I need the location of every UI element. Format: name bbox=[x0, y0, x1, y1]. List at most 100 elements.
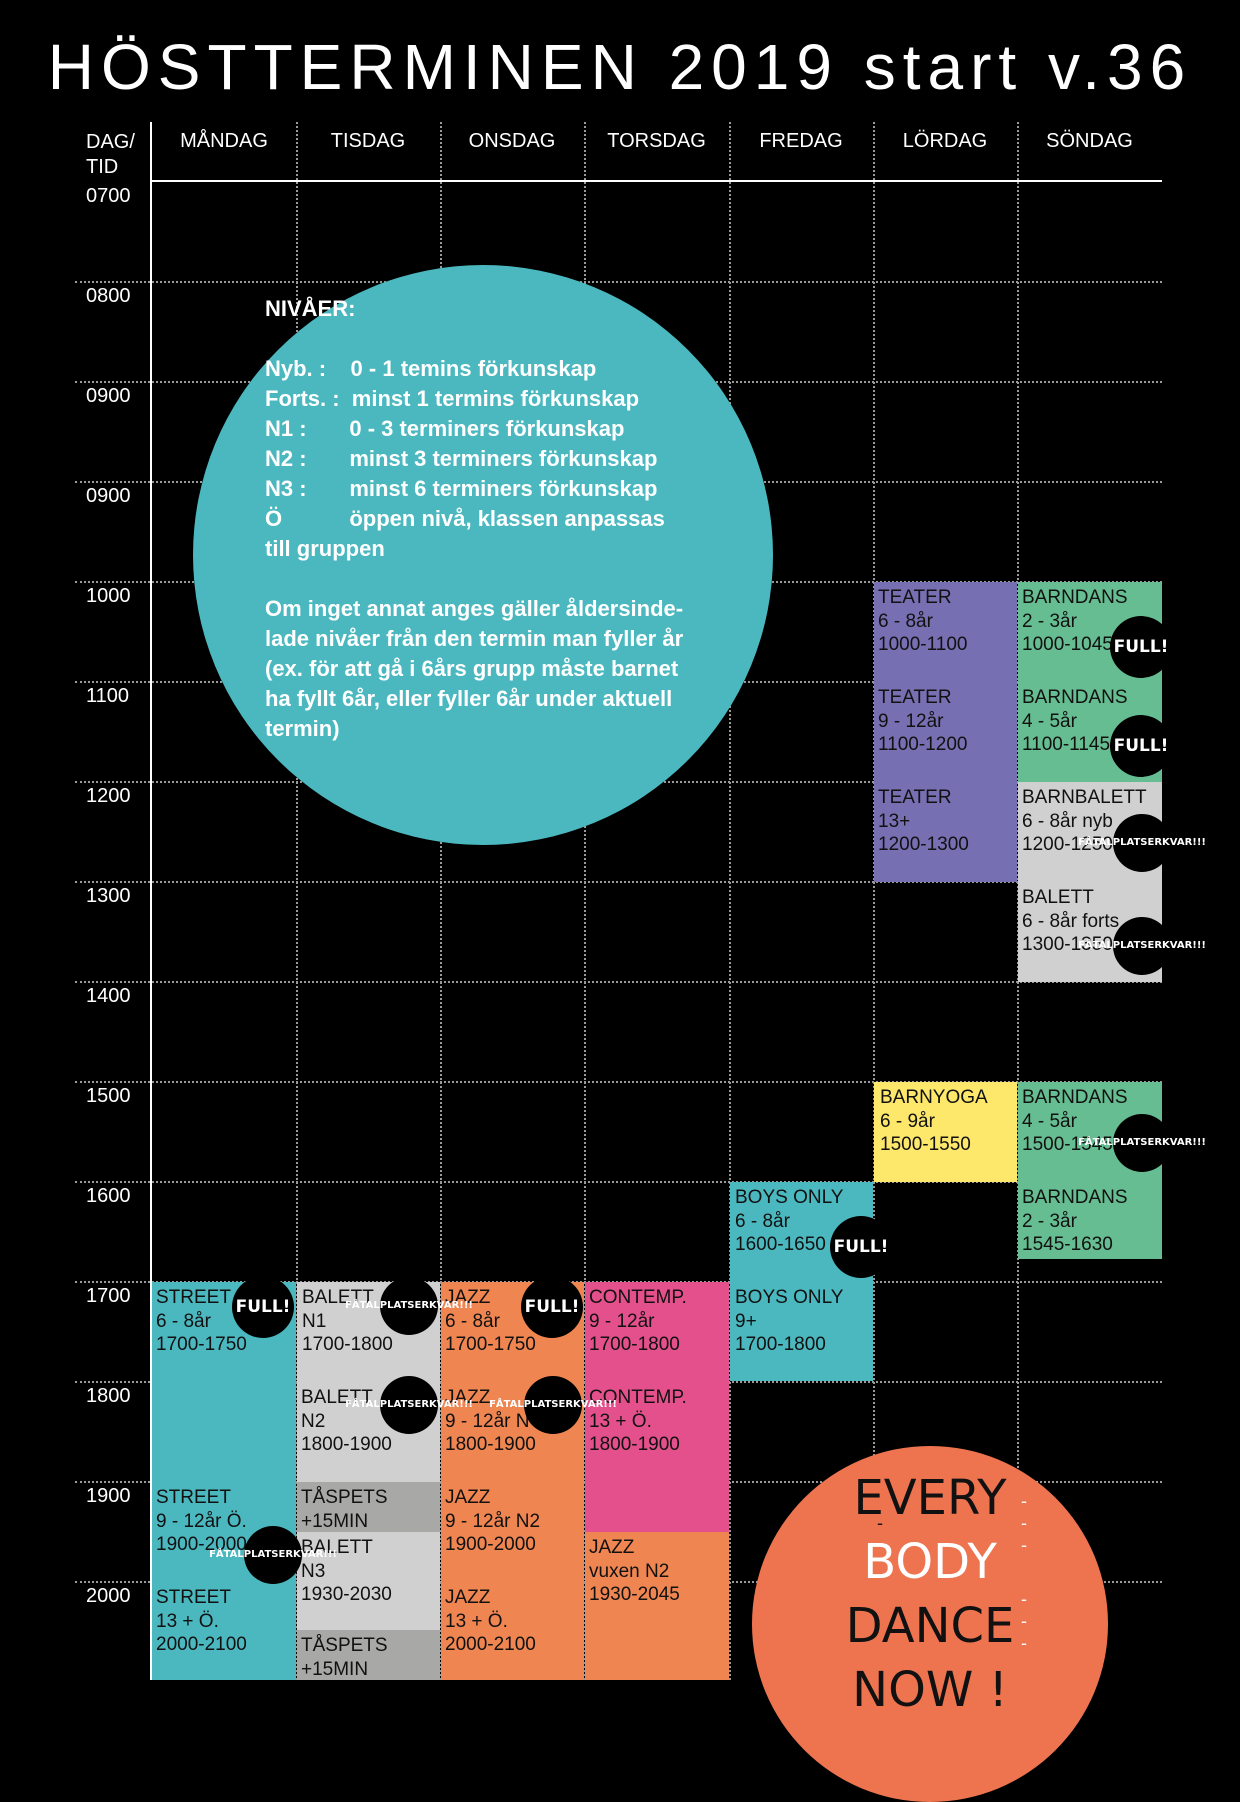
slogan-line: BODY bbox=[863, 1534, 997, 1590]
class-time: 1700-1750 bbox=[156, 1334, 247, 1355]
class-time: 1600-1650 bbox=[735, 1234, 826, 1255]
class-block[interactable]: CONTEMP. 9 - 12år 1700-1800 bbox=[585, 1282, 729, 1382]
class-time: 1930-2030 bbox=[301, 1584, 392, 1605]
slogan-line: EVERY bbox=[853, 1470, 1007, 1526]
class-name: BARNDANS bbox=[1022, 687, 1128, 708]
class-level: 13 + Ö. bbox=[589, 1410, 652, 1432]
class-block[interactable]: STREET 9 - 12år Ö. 1900-2000 bbox=[152, 1482, 296, 1582]
class-name: JAZZ bbox=[445, 1587, 491, 1608]
class-name: BARNBALETT bbox=[1022, 787, 1147, 808]
few-spots-badge: FÅTAL PLATSER KVAR!!! bbox=[1078, 1114, 1206, 1172]
class-time: 1930-2045 bbox=[589, 1584, 680, 1605]
class-block[interactable]: STREET 6 - 8år 1700-1750 bbox=[152, 1282, 296, 1382]
class-time: 2000-2100 bbox=[445, 1634, 536, 1655]
time-label: 1000 bbox=[86, 585, 131, 607]
class-level: N3 bbox=[301, 1560, 326, 1582]
class-name: JAZZ bbox=[445, 1387, 491, 1408]
class-time: 1800-1900 bbox=[301, 1434, 392, 1455]
class-block[interactable]: JAZZ 13 + Ö. 2000-2100 bbox=[441, 1582, 584, 1680]
few-spots-badge: FÅTAL PLATSER KVAR!!! bbox=[1078, 814, 1206, 872]
class-time: 1700-1800 bbox=[302, 1334, 393, 1355]
class-time: 1700-1800 bbox=[735, 1334, 826, 1355]
full-badge: FULL! bbox=[830, 1216, 892, 1278]
time-label: 1600 bbox=[86, 1185, 131, 1207]
dash-marker: - bbox=[877, 1513, 883, 1533]
class-level: 6 - 8år nyb bbox=[1022, 810, 1113, 832]
full-badge: FULL! bbox=[1110, 715, 1172, 777]
class-block[interactable]: TÅSPETS +15MIN bbox=[297, 1482, 440, 1532]
class-block[interactable]: TEATER 6 - 8år 1000-1100 bbox=[874, 582, 1017, 682]
class-level: 9 - 12år bbox=[878, 710, 944, 732]
class-name: TÅSPETS bbox=[301, 1487, 388, 1508]
class-block[interactable]: TÅSPETS +15MIN bbox=[297, 1630, 440, 1680]
day-header: ONSDAG bbox=[468, 130, 556, 152]
class-block[interactable]: BALETT N3 1930-2030 bbox=[297, 1532, 440, 1630]
class-name: TEATER bbox=[878, 687, 952, 708]
time-label: 1300 bbox=[86, 885, 131, 907]
class-block[interactable]: TEATER 9 - 12år 1100-1200 bbox=[874, 682, 1017, 782]
slogan-line: NOW ! bbox=[852, 1662, 1008, 1718]
class-block[interactable]: JAZZ 6 - 8år 1700-1750 bbox=[441, 1282, 584, 1382]
day-header: TISDAG bbox=[330, 130, 406, 152]
class-block[interactable]: BARNDANS 2 - 3år 1545-1630 bbox=[1018, 1182, 1162, 1259]
class-block[interactable]: BARNYOGA 6 - 9år 1500-1550 bbox=[874, 1082, 1017, 1182]
few-spots-badge: FÅTAL PLATSER KVAR!!! bbox=[489, 1376, 617, 1434]
class-level: 2 - 3år bbox=[1022, 1210, 1077, 1232]
day-header: FREDAG bbox=[759, 130, 843, 152]
class-name: JAZZ bbox=[445, 1487, 491, 1508]
column-divider bbox=[440, 122, 442, 1680]
class-level: N2 bbox=[301, 1410, 326, 1432]
full-badge: FULL! bbox=[521, 1276, 583, 1338]
class-level: 9 - 12år bbox=[589, 1310, 655, 1332]
class-block[interactable]: BALETT N2 1800-1900 bbox=[297, 1382, 440, 1482]
class-name: BOYS ONLY bbox=[735, 1187, 844, 1208]
class-level: N1 bbox=[302, 1310, 327, 1332]
corner-label-time: TID bbox=[86, 156, 119, 178]
class-level: 4 - 5år bbox=[1022, 710, 1077, 732]
dash-marker: - bbox=[1021, 1589, 1027, 1609]
class-block[interactable]: TEATER 13+ 1200-1300 bbox=[874, 782, 1017, 882]
class-name: BALETT bbox=[1022, 887, 1094, 908]
class-block[interactable]: BOYS ONLY 9+ 1700-1800 bbox=[730, 1282, 873, 1381]
day-header: LÖRDAG bbox=[902, 130, 988, 152]
class-name: BARNDANS bbox=[1022, 587, 1128, 608]
class-time: 1500-1545 bbox=[1022, 1134, 1113, 1155]
class-block[interactable]: JAZZ vuxen N2 1930-2045 bbox=[585, 1532, 729, 1680]
class-time: 1500-1550 bbox=[880, 1134, 971, 1155]
class-time: 1800-1900 bbox=[445, 1434, 536, 1455]
slogan-line: DANCE bbox=[845, 1598, 1015, 1654]
time-label: 0900 bbox=[86, 485, 131, 507]
full-badge: FULL! bbox=[1110, 616, 1172, 678]
page-title: HÖSTTERMINEN 2019 start v.36 bbox=[47, 31, 1193, 103]
class-time: 1100-1200 bbox=[878, 734, 968, 755]
time-label: 0700 bbox=[86, 185, 131, 207]
class-time: 1700-1750 bbox=[445, 1334, 536, 1355]
time-label: 2000 bbox=[86, 1585, 131, 1607]
few-spots-badge: FÅTAL PLATSER KVAR!!! bbox=[345, 1277, 473, 1335]
monday-column-fill bbox=[152, 1282, 296, 1680]
class-block[interactable]: JAZZ 9 - 12år N 1800-1900 bbox=[441, 1382, 584, 1482]
class-time: 1100-1145 bbox=[1022, 734, 1111, 755]
class-block[interactable]: JAZZ 9 - 12år N2 1900-2000 bbox=[441, 1482, 584, 1582]
class-name: STREET bbox=[156, 1287, 231, 1308]
class-time: 2000-2100 bbox=[156, 1634, 247, 1655]
day-header: SÖNDAG bbox=[1046, 130, 1133, 152]
time-label: 1400 bbox=[86, 985, 131, 1007]
column-divider bbox=[296, 122, 298, 1680]
class-block[interactable]: BALETT N1 1700-1800 bbox=[297, 1282, 440, 1382]
time-label: 1200 bbox=[86, 785, 131, 807]
class-name: BARNDANS bbox=[1022, 1087, 1128, 1108]
class-name: JAZZ bbox=[589, 1537, 635, 1558]
class-block[interactable]: CONTEMP. 13 + Ö. 1800-1900 bbox=[585, 1382, 729, 1532]
time-label: 1700 bbox=[86, 1285, 131, 1307]
slogan-text: EVERY BODY DANCE NOW ! bbox=[752, 1466, 1108, 1722]
row-divider bbox=[75, 881, 1162, 883]
class-level: 9 - 12år Ö. bbox=[156, 1510, 247, 1532]
header-divider bbox=[150, 180, 1162, 182]
tuesday-column-fill bbox=[297, 1282, 440, 1680]
time-label: 1800 bbox=[86, 1385, 131, 1407]
class-block[interactable]: STREET 13 + Ö. 2000-2100 bbox=[152, 1582, 296, 1680]
class-name: BALETT bbox=[302, 1287, 374, 1308]
class-level: 9 - 12år N bbox=[445, 1410, 530, 1432]
class-level: +15MIN bbox=[301, 1658, 369, 1680]
